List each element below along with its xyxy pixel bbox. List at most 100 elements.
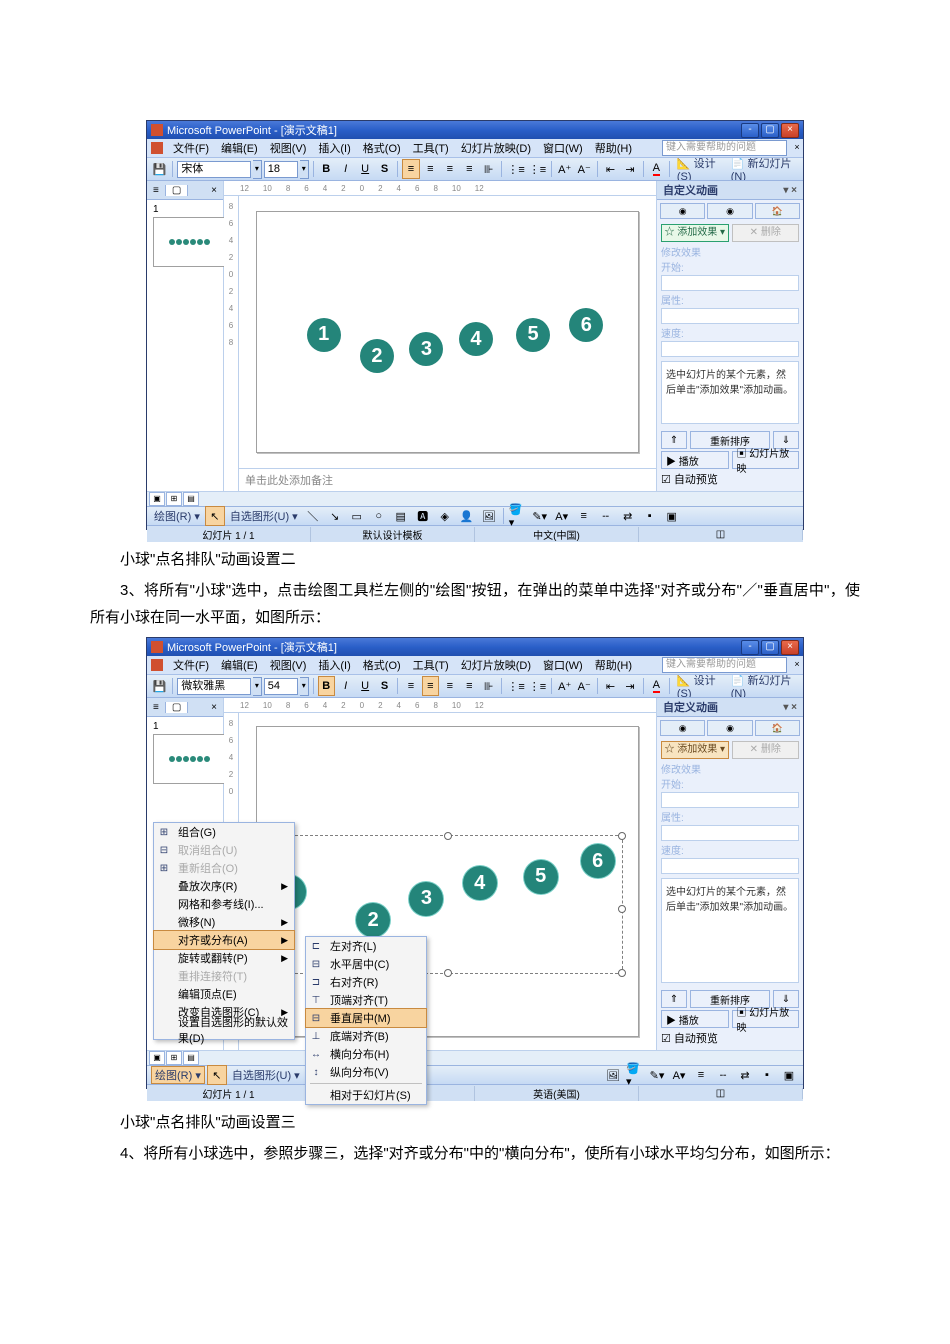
menu-item[interactable]: ⊞重新组合(O) [154,859,294,877]
menu-item[interactable]: ↕纵向分布(V) [306,1063,426,1081]
diagram-button[interactable]: ◈ [435,506,455,526]
notes-placeholder[interactable]: 单击此处添加备注 [239,468,656,491]
slides-tab[interactable]: ▢ [166,185,188,196]
align-center-button[interactable]: ≡ [422,159,439,179]
slideshow-view[interactable]: ▤ [183,492,199,506]
bold-button[interactable]: B [318,159,335,179]
wordart-button[interactable]: 🅰 [413,506,433,526]
oval-tool[interactable]: ○ [369,506,389,526]
menu-file[interactable]: 文件(F) [167,657,215,673]
new-slide-button[interactable]: 📄 新幻灯片(N) [728,158,799,181]
menu-item[interactable]: ⊏左对齐(L) [306,937,426,955]
numbering-button[interactable]: ⋮≡ [506,159,525,179]
maximize-button[interactable]: ▢ [761,640,779,655]
select-tool[interactable]: ↖ [205,506,225,526]
menu-help[interactable]: 帮助(H) [589,657,638,673]
align-left-button[interactable]: ≡ [402,676,419,696]
help-search[interactable]: 键入需要帮助的问题 [662,140,787,156]
rect-tool[interactable]: ▭ [347,506,367,526]
slide-canvas[interactable]: 1 2 3 4 5 6 [256,211,639,452]
clipart-button[interactable]: 👤 [457,506,477,526]
doc-close-button[interactable]: × [791,142,803,154]
close-button[interactable]: × [781,640,799,655]
menu-item[interactable]: ⊞组合(G) [154,823,294,841]
menu-item[interactable]: ⊥底端对齐(B) [306,1027,426,1045]
menu-insert[interactable]: 插入(I) [312,657,356,673]
menu-item[interactable]: 相对于幻灯片(S) [306,1086,426,1104]
font-name-box[interactable]: 微软雅黑 [177,678,251,695]
save-icon[interactable]: 💾 [151,159,168,179]
taskpane-close[interactable]: ▾ × [783,185,797,196]
minimize-button[interactable]: - [741,123,759,138]
menu-item[interactable]: 网格和参考线(I)... [154,895,294,913]
autoshape-button[interactable]: 自选图形(U) ▾ [227,508,301,524]
slide1-thumbnail[interactable] [153,217,225,267]
delete-effect-button[interactable]: ✕ 删除 [732,741,800,759]
bold-button[interactable]: B [318,676,335,696]
save-icon[interactable]: 💾 [151,676,168,696]
font-name-box[interactable]: 宋体 [177,161,251,178]
italic-button[interactable]: I [337,159,354,179]
dash-style-button[interactable]: ╌ [596,506,616,526]
menu-view[interactable]: 视图(V) [264,140,313,156]
slideshow-button[interactable]: ▣ 幻灯片放映 [732,451,800,469]
font-size-dd[interactable]: ▾ [300,160,309,179]
align-right-button[interactable]: ≡ [441,676,458,696]
menu-item[interactable]: 设置自选图形的默认效果(D) [154,1021,294,1039]
shadow-style-button[interactable]: ▪ [640,506,660,526]
bullets-button[interactable]: ⋮≡ [528,159,547,179]
maximize-button[interactable]: ▢ [761,123,779,138]
normal-view[interactable]: ▣ [149,492,165,506]
line-color-button[interactable]: ✎▾ [530,506,550,526]
menu-window[interactable]: 窗口(W) [537,140,589,156]
arrow-style-button[interactable]: ⇄ [618,506,638,526]
close-button[interactable]: × [781,123,799,138]
minimize-button[interactable]: - [741,640,759,655]
shadow-button[interactable]: S [376,676,393,696]
delete-effect-button[interactable]: ✕ 删除 [732,224,800,242]
columns-button[interactable]: ⊪ [480,676,497,696]
add-effect-button[interactable]: ☆ 添加效果 ▾ [661,224,729,242]
picture-button[interactable]: 🖼 [479,506,499,526]
columns-button[interactable]: ⊪ [480,159,497,179]
shadow-button[interactable]: S [376,159,393,179]
reorder-up[interactable]: ⇑ [661,431,687,449]
font-color-button[interactable]: A [648,159,665,179]
align-center-button[interactable]: ≡ [422,676,439,696]
help-search[interactable]: 键入需要帮助的问题 [662,657,787,673]
align-left-button[interactable]: ≡ [402,159,419,179]
outline-tab[interactable]: ≡ [147,185,166,196]
tp-back[interactable]: ◉ [660,203,705,219]
sorter-view[interactable]: ⊞ [166,492,182,506]
menu-file[interactable]: 文件(F) [167,140,215,156]
underline-button[interactable]: U [356,676,373,696]
menu-item[interactable]: ⊟水平居中(C) [306,955,426,973]
menu-item[interactable]: ⊐右对齐(R) [306,973,426,991]
ball-4[interactable]: 4 [459,322,493,356]
menu-tools[interactable]: 工具(T) [407,657,455,673]
menu-help[interactable]: 帮助(H) [589,140,638,156]
menu-item[interactable]: ⊤顶端对齐(T) [306,991,426,1009]
menu-item[interactable]: 微移(N)▶ [154,913,294,931]
new-slide-button[interactable]: 📄 新幻灯片(N) [728,675,799,698]
menu-item[interactable]: ⊟取消组合(U) [154,841,294,859]
menu-slideshow[interactable]: 幻灯片放映(D) [455,657,537,673]
ball-2[interactable]: 2 [360,339,394,373]
3d-style-button[interactable]: ▣ [662,506,682,526]
play-button[interactable]: ▶ 播放 [661,451,729,469]
draw-button[interactable]: 绘图(R) ▾ [151,1066,205,1084]
design-button[interactable]: 📐 设计(S) [674,158,726,181]
tp-home[interactable]: 🏠 [755,203,800,219]
ball-3[interactable]: 3 [409,332,443,366]
doc-close-button[interactable]: × [791,659,803,671]
auto-preview-check[interactable]: ☑ 自动预览 [661,471,718,487]
outdent-button[interactable]: ⇤ [602,159,619,179]
menu-view[interactable]: 视图(V) [264,657,313,673]
menu-edit[interactable]: 编辑(E) [215,657,264,673]
align-justify-button[interactable]: ≡ [461,676,478,696]
font-size-box[interactable]: 54 [264,678,298,695]
add-effect-button[interactable]: ☆ 添加效果 ▾ [661,741,729,759]
tp-fwd[interactable]: ◉ [707,203,752,219]
grow-font-button[interactable]: A⁺ [556,159,573,179]
menu-item[interactable]: 旋转或翻转(P)▶ [154,949,294,967]
